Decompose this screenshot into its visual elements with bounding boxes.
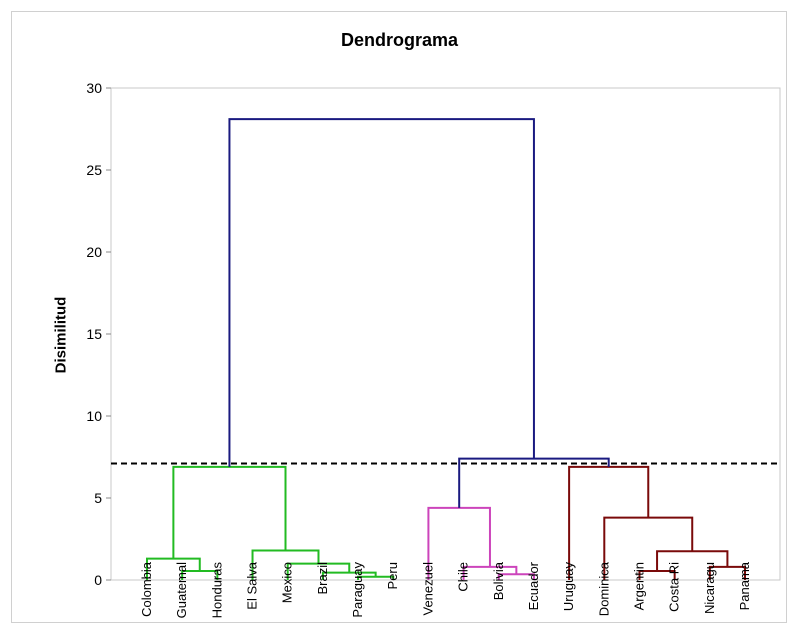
leaf-label: Colombia xyxy=(139,561,154,617)
leaf-label: Panama xyxy=(737,561,752,610)
y-tick-label: 30 xyxy=(86,80,102,96)
leaf-label: Costa Ri xyxy=(667,562,682,612)
leaf-label: Brazil xyxy=(315,562,330,595)
y-tick-label: 20 xyxy=(86,244,102,260)
leaf-label: Venezuel xyxy=(420,562,435,616)
leaf-label: Argentin xyxy=(631,562,646,610)
y-tick-label: 15 xyxy=(86,326,102,342)
chart-title: Dendrograma xyxy=(340,30,459,50)
y-tick-label: 25 xyxy=(86,162,102,178)
leaf-label: Guatemal xyxy=(174,562,189,618)
leaf-label: Uruguay xyxy=(561,562,576,612)
y-tick-label: 10 xyxy=(86,408,102,424)
leaf-label: Honduras xyxy=(209,562,224,619)
leaf-label: Ecuador xyxy=(526,561,541,610)
merge-link xyxy=(228,118,535,467)
plot-area xyxy=(110,87,781,581)
leaf-label: Nicaragu xyxy=(702,562,717,614)
merge-link xyxy=(172,465,287,559)
leaf-label: Paraguay xyxy=(350,562,365,618)
leaf-label: Chile xyxy=(456,562,471,592)
chart-frame xyxy=(11,11,787,623)
y-tick-label: 0 xyxy=(94,572,102,588)
y-tick-label: 5 xyxy=(94,490,102,506)
leaf-label: Mexico xyxy=(280,562,295,603)
leaf-label: Bolivia xyxy=(491,561,506,600)
leaf-label: El Salva xyxy=(245,561,260,609)
leaf-label: Peru xyxy=(385,562,400,589)
leaf-label: Dominica xyxy=(596,561,611,616)
